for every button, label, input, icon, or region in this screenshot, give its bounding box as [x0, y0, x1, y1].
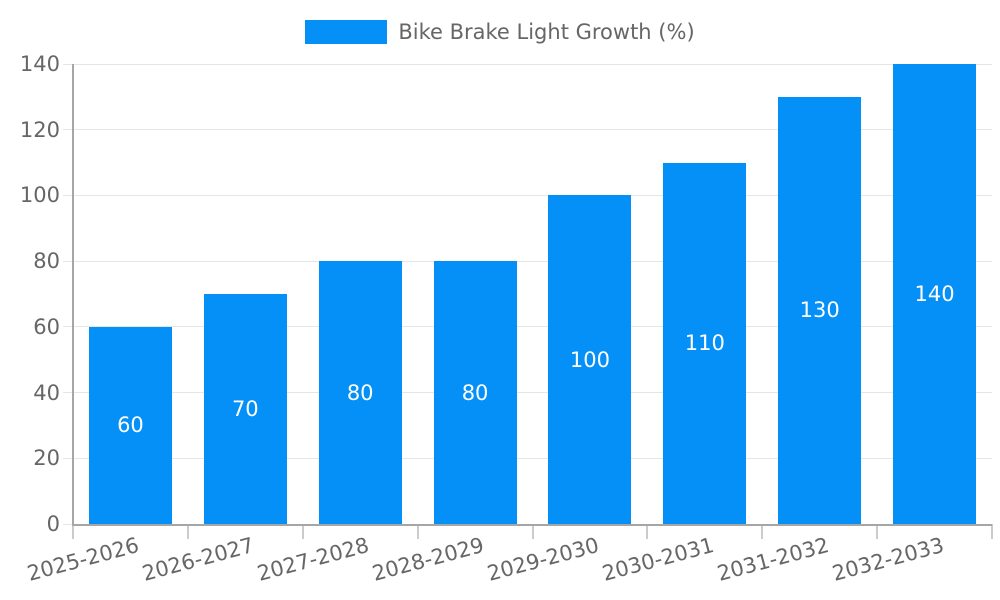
bar — [433, 261, 517, 524]
x-tick-mark — [301, 524, 304, 539]
legend-color-swatch — [305, 20, 388, 44]
bar-value-label: 70 — [231, 397, 259, 421]
y-axis-tick-label: 60 — [33, 314, 60, 339]
bar — [548, 195, 632, 524]
y-axis-tick-label: 120 — [19, 117, 60, 142]
legend-item-growth[interactable]: Bike Brake Light Growth (%) — [305, 20, 695, 44]
bar-value-label: 80 — [346, 380, 374, 405]
y-gridline — [63, 129, 992, 131]
legend-label: Bike Brake Light Growth (%) — [398, 20, 695, 44]
bar — [203, 294, 287, 524]
x-tick-mark — [761, 524, 764, 539]
bar-value-label: 60 — [117, 413, 144, 438]
bar-value-label: 100 — [569, 347, 610, 372]
y-axis-tick-label: 100 — [19, 183, 60, 208]
x-tick-mark — [531, 524, 534, 539]
chart-legend: Bike Brake Light Growth (%) — [0, 20, 1000, 44]
x-tick-mark — [646, 524, 649, 539]
y-axis-line — [72, 64, 74, 524]
x-tick-mark — [416, 524, 419, 539]
y-gridline — [63, 63, 992, 65]
x-tick-mark — [876, 524, 879, 539]
y-gridline — [63, 392, 992, 394]
bar — [318, 261, 402, 524]
x-tick-mark — [991, 524, 993, 539]
bar-value-label: 110 — [684, 331, 725, 356]
x-tick-mark — [72, 524, 74, 539]
y-axis-tick-label: 80 — [33, 249, 60, 274]
bar-value-label: 140 — [914, 282, 955, 306]
y-axis-tick-label: 0 — [46, 512, 60, 536]
bar-value-label: 80 — [461, 380, 489, 405]
bar — [88, 326, 172, 524]
y-gridline — [63, 194, 992, 196]
bar-value-label: 130 — [799, 298, 840, 323]
y-axis-tick-label: 140 — [19, 52, 60, 76]
x-tick-mark — [186, 524, 189, 539]
y-axis-tick-label: 20 — [33, 446, 60, 471]
y-gridline — [63, 326, 992, 328]
y-gridline — [63, 457, 992, 459]
bar — [663, 162, 747, 524]
y-axis-tick-label: 40 — [33, 380, 60, 405]
bar — [893, 64, 977, 524]
y-gridline — [63, 260, 992, 262]
bar — [778, 96, 862, 524]
x-axis-line — [72, 524, 992, 526]
